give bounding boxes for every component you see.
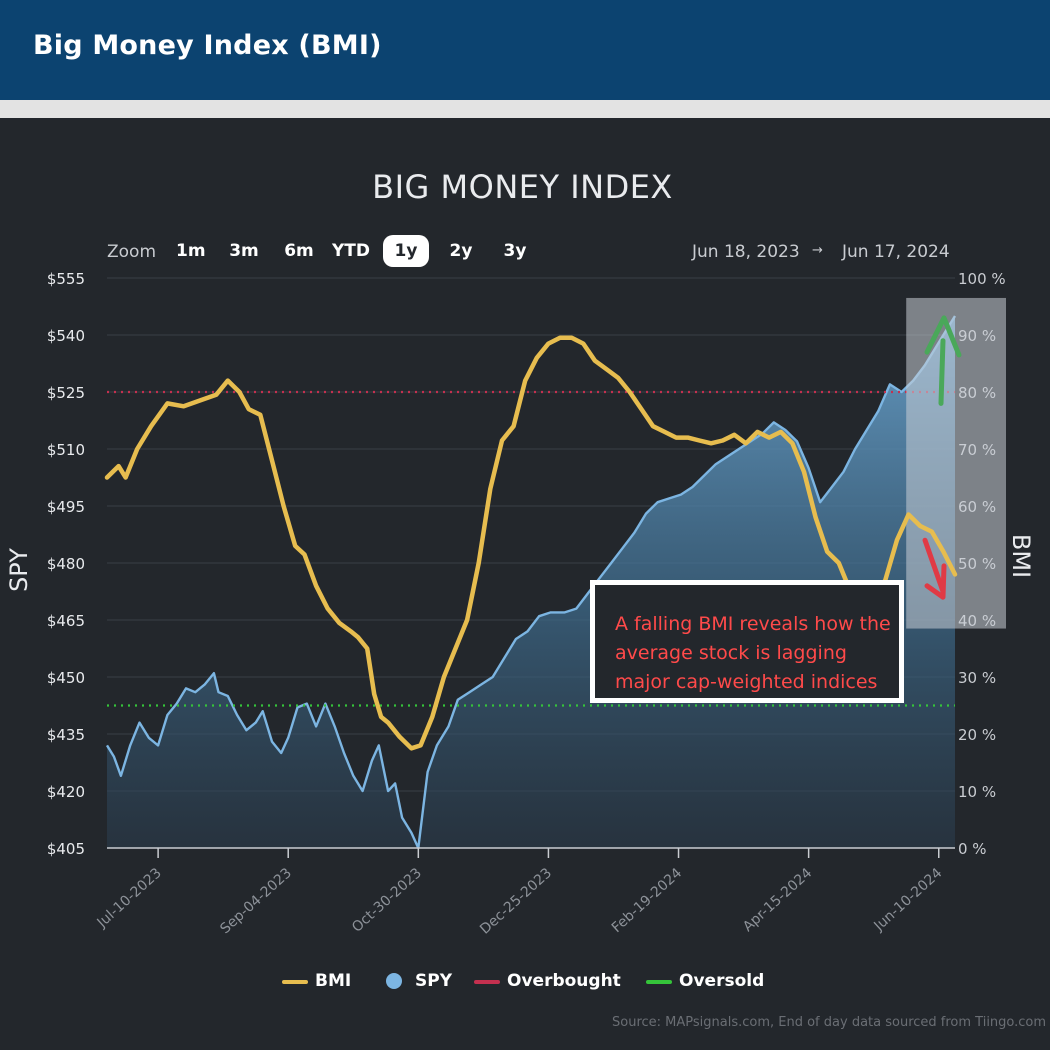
source-note: Source: MAPsignals.com, End of day data … — [612, 1015, 1047, 1030]
legend-swatch — [474, 980, 500, 984]
legend-label: SPY — [415, 971, 453, 991]
header-separator — [0, 100, 1050, 118]
zoom-2y-button[interactable]: 2y — [449, 241, 473, 261]
legend-swatch — [646, 980, 672, 984]
zoom-label: Zoom — [107, 242, 157, 262]
range-start-date[interactable]: Jun 18, 2023 — [692, 242, 800, 262]
legend-label: Overbought — [507, 971, 621, 991]
legend-swatch — [282, 980, 308, 984]
annotation-box: A falling BMI reveals how the average st… — [590, 580, 904, 703]
chart-title: BIG MONEY INDEX — [372, 168, 673, 206]
zoom-3y-button[interactable]: 3y — [503, 241, 527, 261]
legend-label: Oversold — [679, 971, 765, 991]
range-end-date[interactable]: Jun 17, 2024 — [842, 242, 950, 262]
zoom-3m-button[interactable]: 3m — [229, 241, 259, 261]
zoom-6m-button[interactable]: 6m — [284, 241, 314, 261]
header-bar: Big Money Index (BMI) — [0, 0, 1050, 100]
legend-swatch — [386, 973, 402, 989]
zoom-1y-button[interactable]: 1y — [383, 235, 429, 267]
annotation-text: A falling BMI reveals how the average st… — [615, 613, 891, 693]
page-title: Big Money Index (BMI) — [33, 30, 382, 61]
zoom-1m-button[interactable]: 1m — [176, 241, 206, 261]
legend-label: BMI — [315, 971, 352, 991]
zoom-ytd-button[interactable]: YTD — [332, 241, 371, 261]
range-arrow-icon: → — [812, 243, 823, 258]
